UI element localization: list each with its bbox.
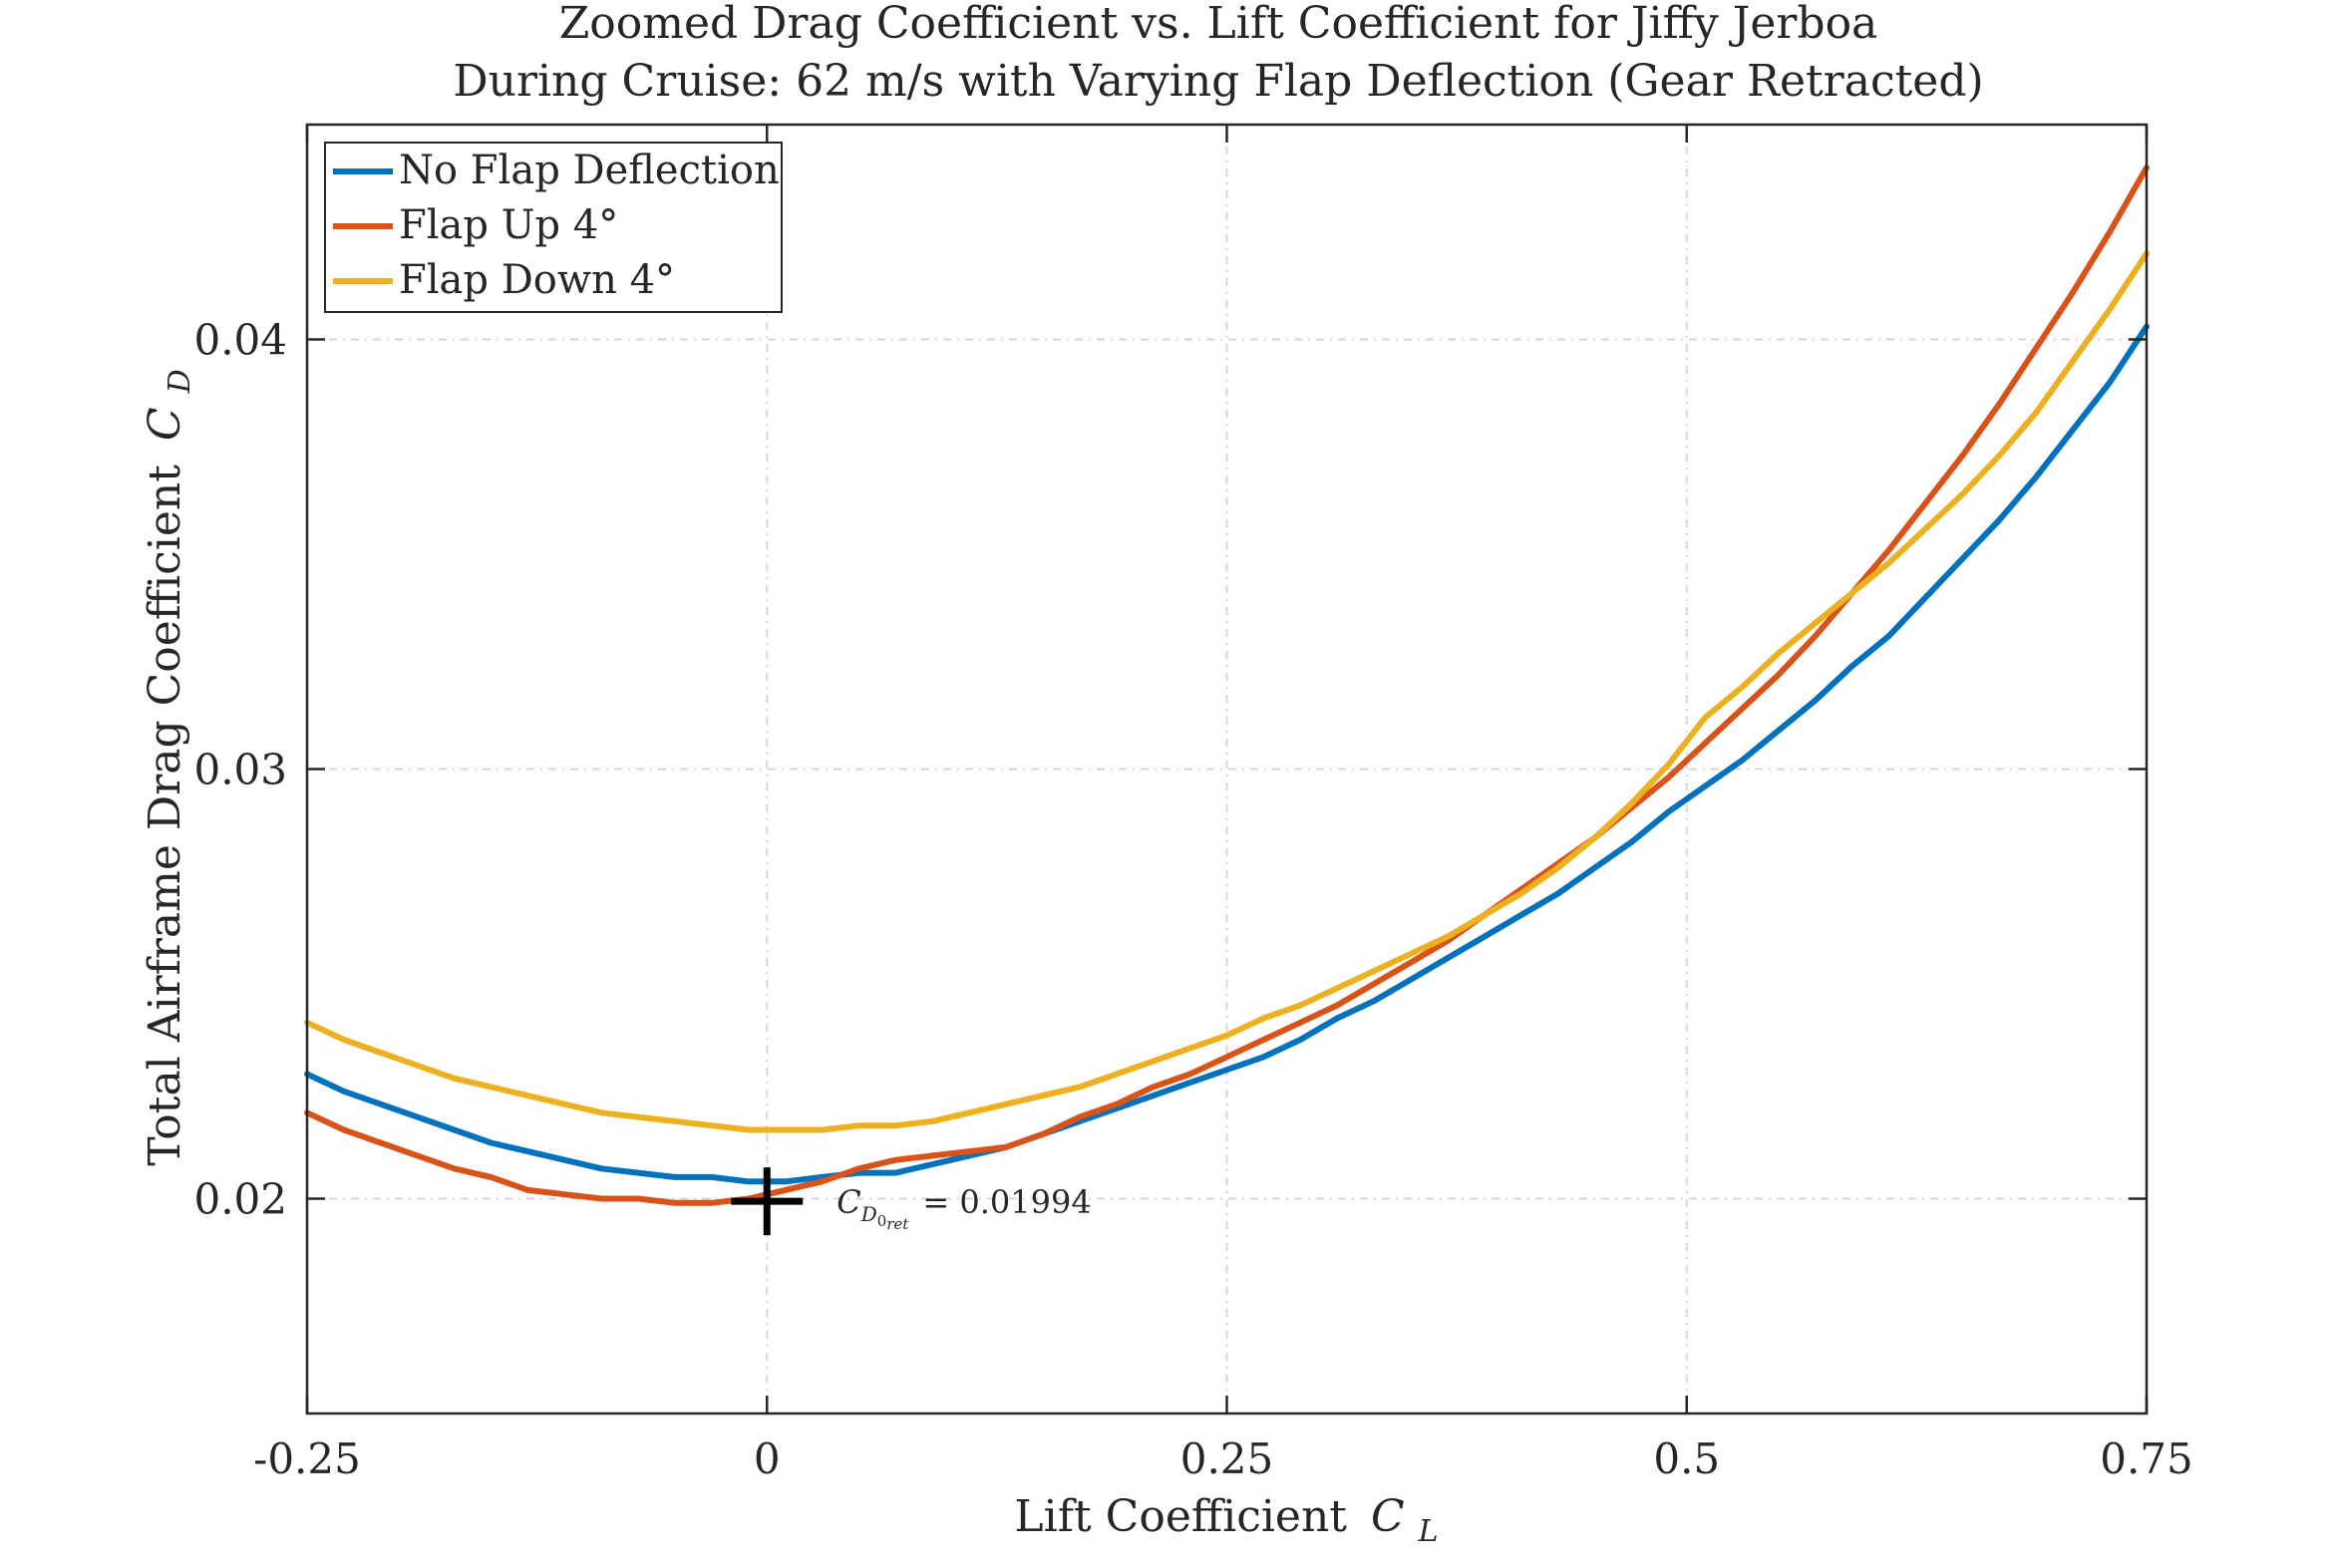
min-drag-marker bbox=[731, 1167, 804, 1236]
chart-title-line-2: During Cruise: 62 m/s with Varying Flap … bbox=[453, 56, 1983, 107]
annotation-subsub: 0 bbox=[877, 1212, 887, 1230]
y-tick-label: 0.02 bbox=[193, 1175, 287, 1224]
series-layer bbox=[304, 164, 2150, 1206]
annotation-value: = 0.01994 bbox=[922, 1183, 1091, 1221]
x-tick-label: -0.25 bbox=[253, 1434, 361, 1483]
annotation-subsub2: ret bbox=[886, 1215, 909, 1233]
y-axis-label-symbol-sub: D bbox=[163, 369, 197, 394]
annotation-layer: CD0ret = 0.01994 bbox=[731, 1167, 1092, 1236]
y-axis-label-text: Total Airframe Drag Coefficient bbox=[140, 465, 190, 1166]
tick-labels: -0.25 0 0.25 0.5 0.75 0.02 0.03 0.04 bbox=[193, 316, 2192, 1484]
x-axis-label-symbol-sub: L bbox=[1418, 1514, 1439, 1549]
series-no-flap-deflection bbox=[304, 323, 2150, 1185]
series-flap-down-4 bbox=[304, 250, 2150, 1133]
chart-title-line-1: Zoomed Drag Coefficient vs. Lift Coeffic… bbox=[559, 0, 1878, 49]
y-axis-label-symbol: C bbox=[140, 407, 190, 441]
x-tick-label: 0.75 bbox=[2100, 1434, 2193, 1483]
x-axis-label-text: Lift Coefficient bbox=[1014, 1491, 1347, 1542]
x-axis-label: Lift Coefficient C L bbox=[1014, 1491, 1438, 1549]
min-drag-annotation: CD0ret = 0.01994 bbox=[836, 1183, 1091, 1233]
x-tick-label: 0.5 bbox=[1653, 1434, 1720, 1483]
ticks bbox=[305, 125, 2149, 1413]
legend-label-no-flap: No Flap Deflection bbox=[399, 148, 780, 193]
annotation-symbol: C bbox=[836, 1183, 860, 1221]
y-tick-label: 0.04 bbox=[193, 316, 287, 365]
x-tick-label: 0.25 bbox=[1180, 1434, 1274, 1483]
x-tick-label: 0 bbox=[754, 1434, 781, 1483]
annotation-sub: D bbox=[860, 1202, 877, 1226]
y-tick-label: 0.03 bbox=[193, 746, 287, 794]
legend-label-flap-up: Flap Up 4° bbox=[399, 202, 618, 248]
x-axis-label-symbol: C bbox=[1371, 1491, 1405, 1542]
legend-box bbox=[324, 142, 783, 313]
series-flap-up-4 bbox=[304, 164, 2150, 1206]
legend: No Flap Deflection Flap Up 4° Flap Down … bbox=[324, 142, 783, 313]
y-axis-label: Total Airframe Drag Coefficient C D bbox=[140, 369, 197, 1165]
legend-label-flap-down: Flap Down 4° bbox=[399, 257, 675, 303]
